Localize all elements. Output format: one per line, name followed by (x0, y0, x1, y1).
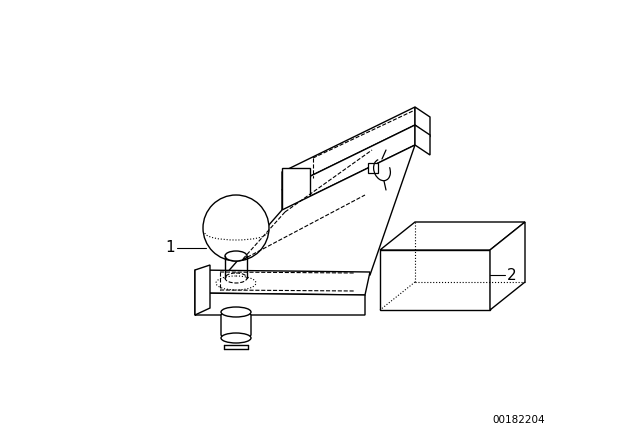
Ellipse shape (225, 273, 247, 283)
Polygon shape (195, 270, 370, 295)
Polygon shape (380, 222, 525, 250)
Text: 1: 1 (165, 241, 175, 255)
Polygon shape (368, 163, 378, 173)
Ellipse shape (225, 251, 247, 261)
Polygon shape (225, 145, 415, 275)
Ellipse shape (221, 307, 251, 317)
Polygon shape (380, 250, 490, 310)
Polygon shape (415, 107, 430, 137)
Polygon shape (195, 265, 210, 315)
Polygon shape (195, 293, 365, 315)
Polygon shape (221, 309, 251, 340)
Ellipse shape (221, 333, 251, 343)
Polygon shape (282, 125, 415, 210)
Polygon shape (490, 222, 525, 310)
Circle shape (203, 195, 269, 261)
Polygon shape (282, 107, 415, 190)
Polygon shape (282, 168, 310, 218)
Polygon shape (415, 125, 430, 155)
Text: 2: 2 (507, 267, 516, 283)
Text: 00182204: 00182204 (492, 415, 545, 425)
